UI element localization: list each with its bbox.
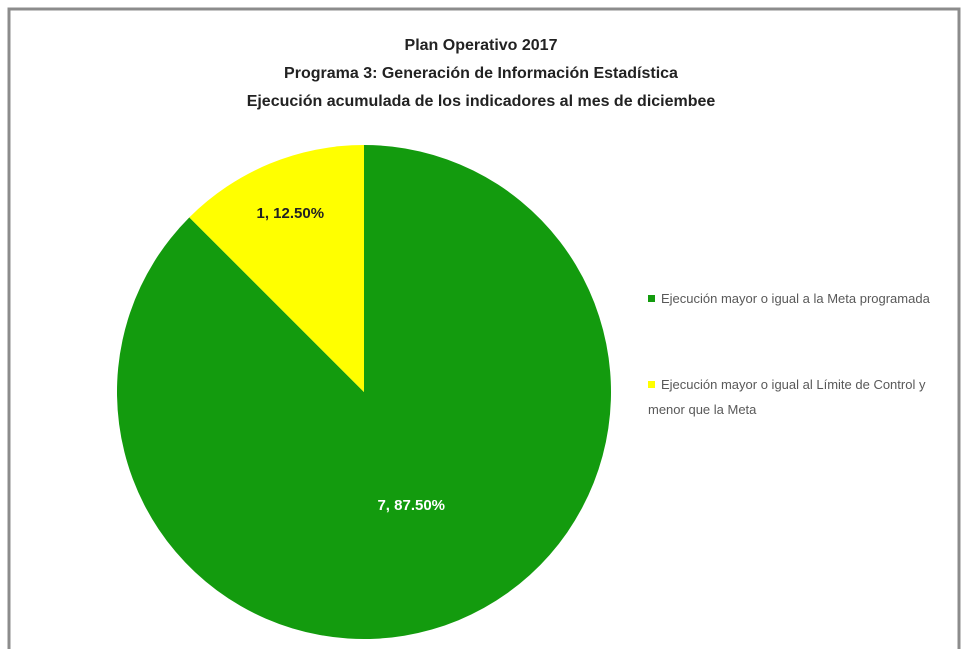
data-label: 7, 87.50% (377, 497, 445, 514)
legend-entry: Ejecución mayor o igual a la Meta progra… (648, 286, 948, 311)
pie-slice (189, 145, 364, 392)
chart-subtitle: Programa 3: Generación de Información Es… (284, 65, 678, 82)
legend-entry: Ejecución mayor o igual al Límite de Con… (648, 372, 948, 422)
legend-label: Ejecución mayor o igual al Límite de Con… (648, 377, 926, 417)
chart-subtitle: Ejecución acumulada de los indicadores a… (247, 93, 716, 110)
legend-swatch (648, 381, 655, 388)
legend-swatch (648, 295, 655, 302)
legend-label: Ejecución mayor o igual a la Meta progra… (661, 291, 930, 306)
chart-title: Plan Operativo 2017 (405, 37, 558, 54)
pie-slice (116, 145, 611, 639)
data-label: 1, 12.50% (256, 205, 324, 222)
